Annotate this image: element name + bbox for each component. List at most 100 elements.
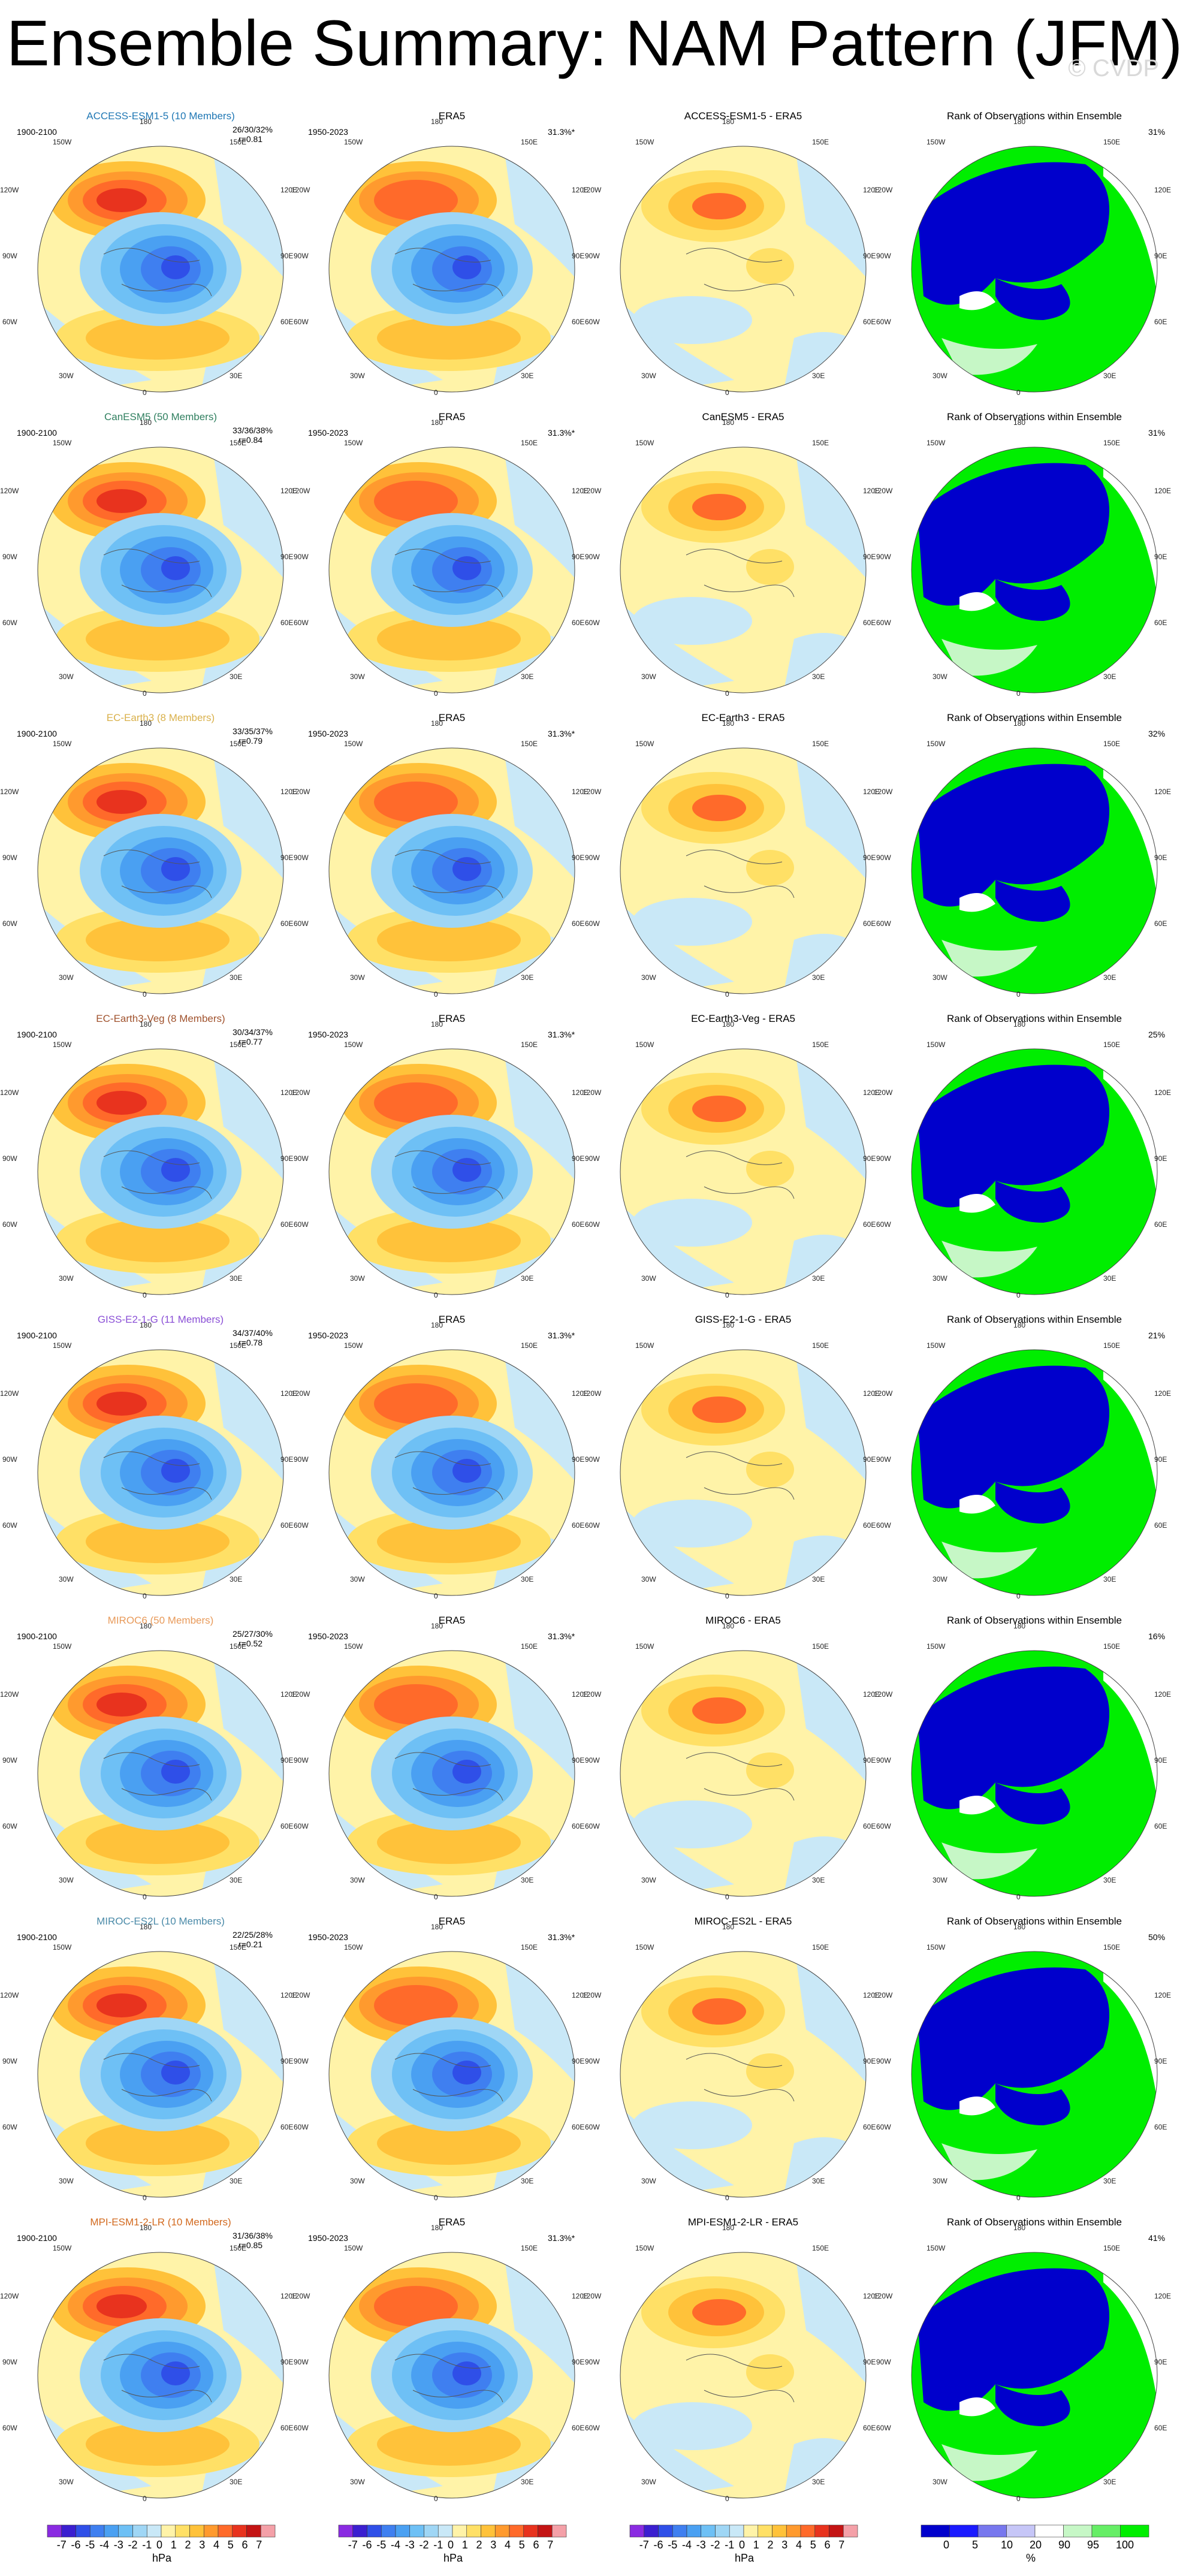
colorbar-tick-label: -2 [710,2539,720,2551]
colorbar-swatch [367,2524,382,2538]
colorbar-swatch [686,2524,702,2538]
colorbar-swatch [352,2524,367,2538]
longitude-label: 60W [876,2123,891,2131]
longitude-label: 60W [876,2424,891,2432]
longitude-label: 150E [1103,1943,1121,1951]
obs-pct: 31.3%* [548,127,575,137]
rank-panel: Rank of Observations within Ensemble 31% 1… [874,411,1178,714]
rank-panel: Rank of Observations within Ensemble 41% 1… [874,2216,1178,2520]
correlation-value: r=0.81 [239,134,263,144]
longitude-label: 120W [291,2292,310,2300]
longitude-label: 30W [350,2478,365,2486]
longitude-label: 60W [585,619,600,627]
colorbar-swatch [1034,2524,1064,2538]
colorbar-unit: hPa [152,2552,172,2564]
longitude-label: 180 [1013,117,1026,126]
obs-panel: ERA5 1950-2023 31.3%* 180 150W 150E 120W 120E 90… [291,712,596,1015]
colorbar-swatch [1006,2524,1036,2538]
longitude-label: 90W [294,2358,309,2366]
longitude-label: 90E [280,1455,294,1464]
longitude-label: 60W [2,1220,17,1229]
longitude-label: 60W [2,1822,17,1830]
longitude-label: 90E [572,553,585,561]
period-label: 1950-2023 [308,729,348,738]
model-title: CanESM5 (50 Members) [104,411,217,423]
diff-title: MPI-ESM1-2-LR - ERA5 [687,2216,799,2228]
colorbar-tick-label: -5 [85,2539,95,2551]
longitude-label: 30W [641,672,656,681]
diff-panel: CanESM5 - ERA5 180 150W 150E 120W 120E 90W 90E 6… [583,411,887,714]
longitude-label: 30E [521,672,534,681]
longitude-label: 90W [294,1154,309,1163]
longitude-label: 120W [874,788,893,796]
longitude-label: 150E [812,740,829,748]
obs-map [328,1349,575,1596]
obs-title: ERA5 [438,411,466,423]
diff-map [620,146,867,393]
longitude-label: 120W [0,1088,19,1097]
diff-title: GISS-E2-1-G - ERA5 [695,1314,792,1325]
longitude-label: 90W [585,1455,600,1464]
longitude-label: 30E [1103,2177,1116,2185]
longitude-label: 0 [1016,2194,1021,2202]
longitude-label: 120W [874,487,893,495]
longitude-label: 30E [1103,973,1116,982]
longitude-label: 120E [1154,788,1172,796]
colorbar-tick-label: -3 [405,2539,415,2551]
longitude-label: 30E [812,1274,825,1283]
longitude-label: 150E [521,1943,538,1951]
longitude-label: 120W [291,788,310,796]
obs-map [328,1650,575,1897]
longitude-label: 180 [140,1622,152,1630]
colorbar-tick-label: 0 [943,2539,950,2551]
model-panel: EC-Earth3 (8 Members) 1900-2100 33/35/37% r… [0,712,304,1015]
longitude-label: 60E [572,2123,585,2131]
rank-title: Rank of Observations within Ensemble [947,1615,1122,1626]
colorbar-tick-label: 4 [505,2539,511,2551]
longitude-label: 150W [344,1943,363,1951]
longitude-label: 120E [572,487,589,495]
model-title: EC-Earth3-Veg (8 Members) [96,1013,225,1024]
colorbar-tick-label: 2 [767,2539,774,2551]
longitude-label: 30E [812,2177,825,2185]
longitude-label: 150W [635,1642,654,1651]
pct-values: 26/30/32% [233,125,273,134]
longitude-label: 90W [876,2358,891,2366]
longitude-label: 90W [294,1756,309,1764]
longitude-label: 60W [2,1521,17,1530]
period-label: 1900-2100 [17,1932,57,1942]
longitude-label: 0 [143,1291,147,1299]
longitude-label: 30W [641,973,656,982]
longitude-label: 150E [812,138,829,146]
pct-values: 30/34/37% [233,1027,273,1037]
longitude-label: 60W [294,318,309,326]
longitude-label: 180 [1013,2224,1026,2232]
model-title: MPI-ESM1-2-LR (10 Members) [90,2216,231,2228]
longitude-label: 30E [1103,1575,1116,1583]
colorbar-tick-label: -1 [142,2539,152,2551]
longitude-label: 30W [933,672,947,681]
diff-title: EC-Earth3 - ERA5 [701,712,785,723]
longitude-label: 120E [280,788,298,796]
longitude-label: 60W [585,1822,600,1830]
longitude-label: 150E [1103,439,1121,447]
colorbar-swatch [61,2524,76,2538]
colorbar-tick-label: 4 [213,2539,220,2551]
longitude-label: 120E [280,1991,298,1999]
longitude-label: 120E [572,1690,589,1699]
longitude-label: 120E [863,1991,880,1999]
colorbar-swatch [551,2524,567,2538]
longitude-label: 150E [812,1642,829,1651]
longitude-label: 120W [0,1389,19,1398]
model-title: MIROC6 (50 Members) [107,1615,214,1626]
longitude-label: 0 [434,2494,438,2503]
longitude-label: 30E [1103,2478,1116,2486]
longitude-label: 90E [1154,2057,1167,2065]
diff-panel: GISS-E2-1-G - ERA5 180 150W 150E 120W 120E 90W… [583,1314,887,1617]
colorbar-swatch [814,2524,829,2538]
longitude-label: 180 [722,1020,735,1028]
longitude-label: 60E [863,2424,876,2432]
longitude-label: 90E [572,853,585,862]
colorbar-tick-label: -2 [419,2539,429,2551]
longitude-label: 60W [2,2123,17,2131]
